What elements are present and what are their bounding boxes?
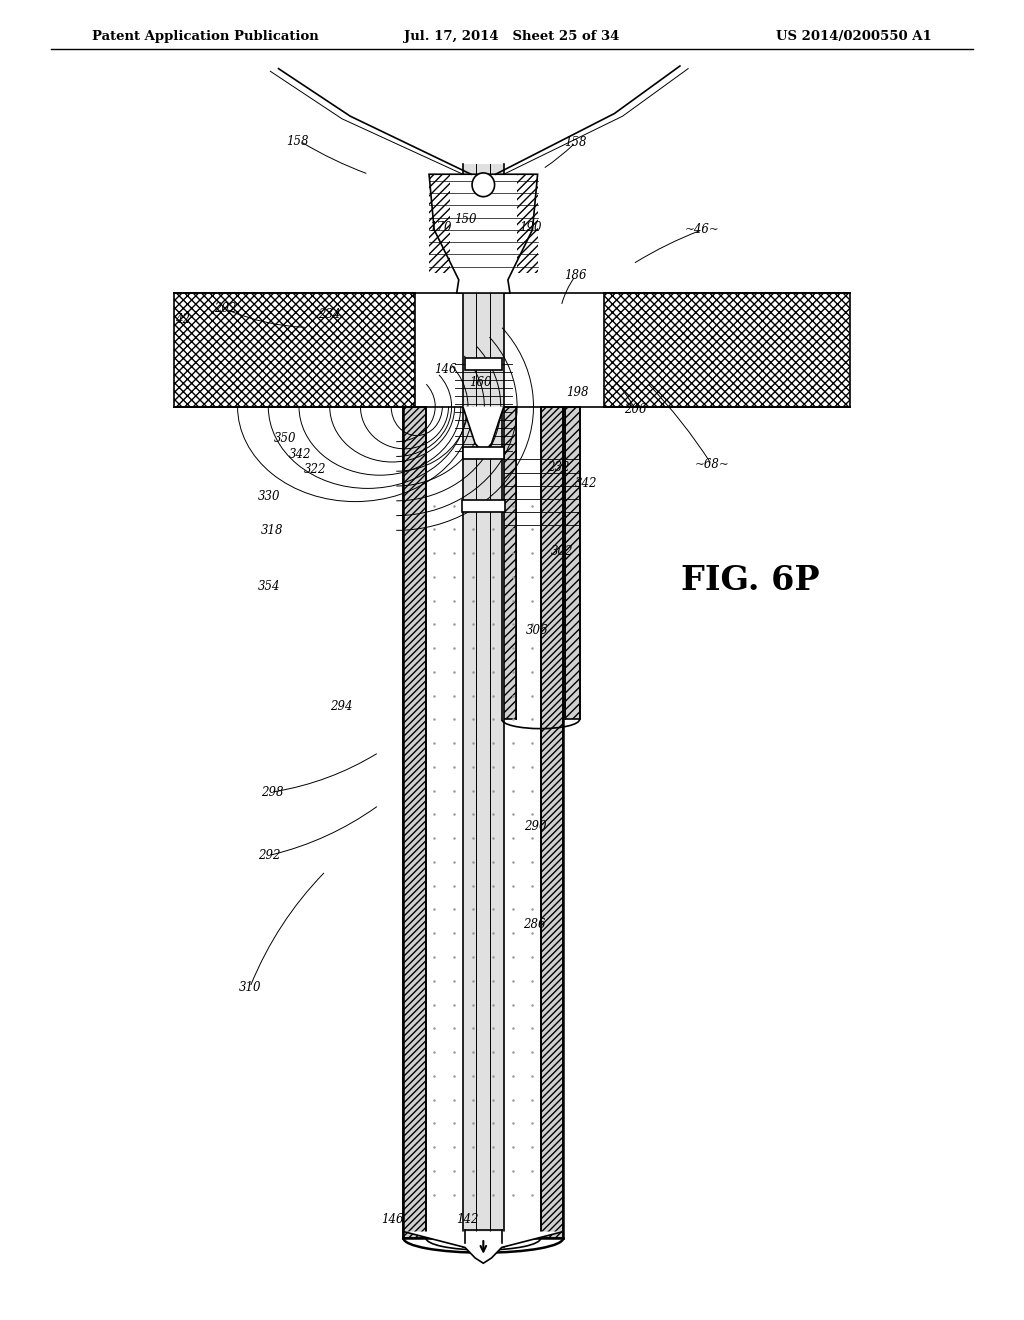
Text: 198: 198	[566, 385, 589, 399]
Bar	[604, 293, 850, 407]
Bar	[565, 407, 580, 719]
Text: 354: 354	[258, 579, 281, 593]
Text: 202: 202	[214, 302, 237, 315]
Text: 190: 190	[519, 220, 542, 234]
Text: 350: 350	[273, 432, 296, 445]
Bar	[429, 174, 450, 273]
Text: 318: 318	[261, 524, 284, 537]
Text: FIG. 6P: FIG. 6P	[681, 565, 819, 597]
Text: 146: 146	[434, 363, 457, 376]
Text: Jul. 17, 2014   Sheet 25 of 34: Jul. 17, 2014 Sheet 25 of 34	[404, 30, 620, 44]
Polygon shape	[429, 174, 538, 293]
Text: 160: 160	[469, 376, 492, 389]
Text: 158: 158	[564, 136, 587, 149]
Text: 342: 342	[289, 447, 311, 461]
Bar	[565, 407, 580, 719]
Bar	[541, 407, 563, 1238]
Bar	[517, 174, 538, 273]
Text: 298: 298	[261, 785, 284, 799]
Text: 150: 150	[455, 213, 477, 226]
Text: 146: 146	[381, 1213, 403, 1226]
Bar	[463, 164, 504, 1247]
Polygon shape	[403, 1232, 563, 1263]
Polygon shape	[463, 407, 504, 453]
Bar	[403, 407, 426, 1238]
Text: 158: 158	[286, 135, 308, 148]
Bar	[429, 174, 450, 273]
Text: 292: 292	[258, 849, 281, 862]
Text: 310: 310	[239, 981, 261, 994]
Text: 322: 322	[304, 463, 327, 477]
Text: 206: 206	[624, 403, 646, 416]
Text: 232: 232	[547, 461, 569, 474]
Text: 170: 170	[429, 220, 452, 234]
Text: 142: 142	[456, 1213, 478, 1226]
Text: US 2014/0200550 A1: US 2014/0200550 A1	[776, 30, 932, 44]
Text: 42: 42	[175, 313, 189, 326]
Text: 286: 286	[523, 917, 546, 931]
Text: 342: 342	[574, 477, 597, 490]
Bar	[517, 174, 538, 273]
Text: 294: 294	[330, 700, 352, 713]
Bar	[174, 293, 415, 407]
Bar	[465, 358, 502, 370]
Ellipse shape	[472, 173, 495, 197]
Bar	[462, 500, 505, 512]
Text: 330: 330	[258, 490, 281, 503]
Text: ~46~: ~46~	[685, 223, 720, 236]
Text: ~68~: ~68~	[694, 458, 729, 471]
Text: 302: 302	[551, 545, 573, 558]
Bar	[502, 407, 516, 719]
Text: 306: 306	[526, 624, 549, 638]
Bar	[502, 407, 516, 719]
Bar	[463, 447, 504, 459]
Bar	[174, 293, 415, 407]
Bar	[541, 407, 563, 1238]
Text: 234: 234	[318, 308, 341, 321]
Bar	[403, 407, 426, 1238]
Bar	[604, 293, 850, 407]
Text: 186: 186	[564, 269, 587, 282]
Text: Patent Application Publication: Patent Application Publication	[92, 30, 318, 44]
Text: 290: 290	[524, 820, 547, 833]
